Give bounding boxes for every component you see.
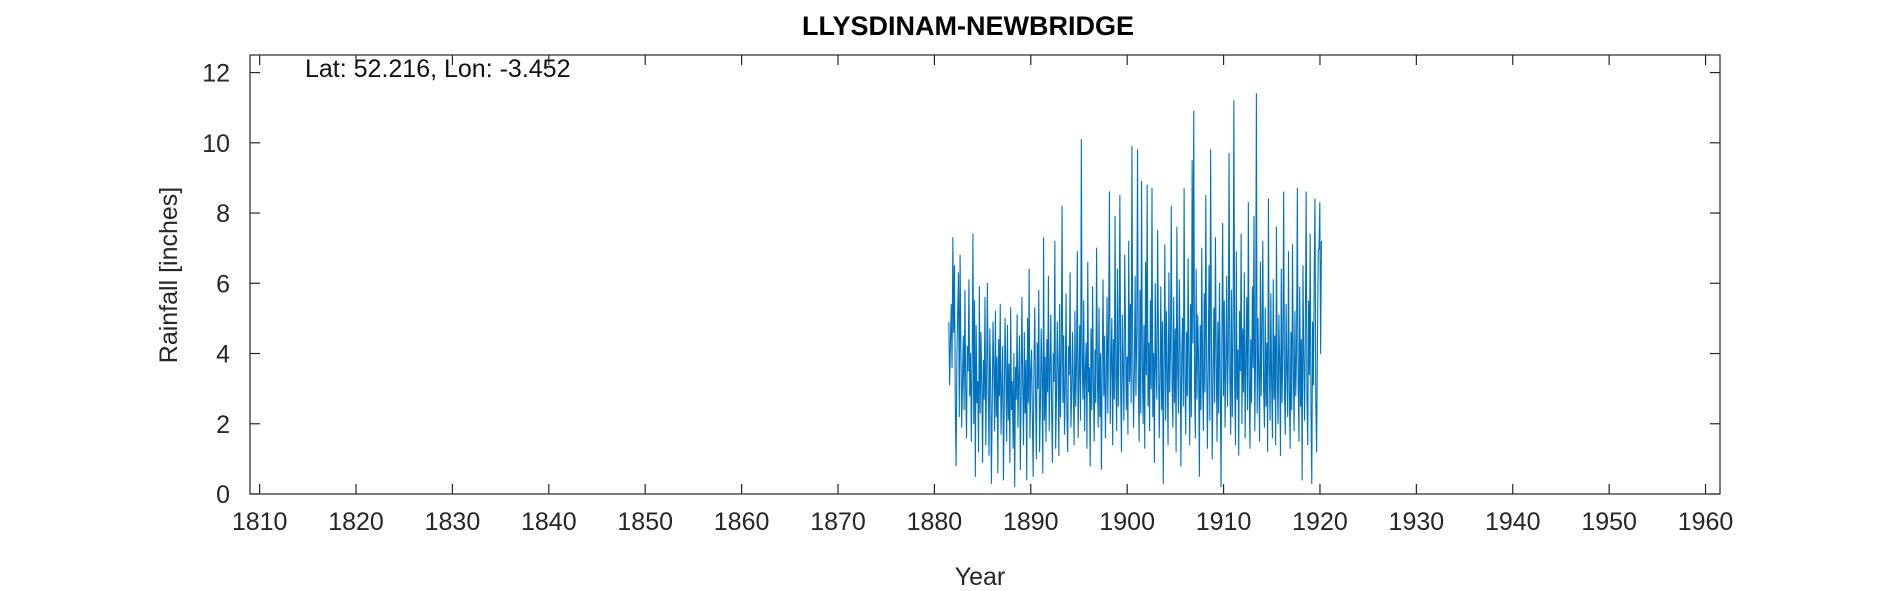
- y-tick-label: 8: [216, 200, 230, 228]
- x-tick-label: 1890: [1003, 508, 1059, 536]
- x-tick-label: 1880: [907, 508, 963, 536]
- rainfall-series-line: [948, 93, 1322, 488]
- x-tick-label: 1930: [1389, 508, 1445, 536]
- y-tick-label: 10: [202, 130, 230, 158]
- x-tick-label: 1870: [810, 508, 866, 536]
- x-tick-label: 1960: [1678, 508, 1734, 536]
- x-tick-label: 1910: [1196, 508, 1252, 536]
- lat-lon-annotation: Lat: 52.216, Lon: -3.452: [305, 55, 571, 83]
- y-tick-label: 12: [202, 60, 230, 88]
- x-tick-label: 1940: [1485, 508, 1541, 536]
- y-tick-label: 2: [216, 411, 230, 439]
- series-group: [948, 93, 1322, 488]
- x-tick-label: 1950: [1581, 508, 1637, 536]
- x-tick-label: 1850: [617, 508, 673, 536]
- y-axis-label: Rainfall [inches]: [155, 187, 183, 363]
- x-tick-label: 1900: [1099, 508, 1155, 536]
- chart-title: LLYSDINAM-NEWBRIDGE: [802, 11, 1134, 41]
- y-axis: 0 2 4 6 8 10 12: [202, 60, 1720, 509]
- x-tick-label: 1840: [521, 508, 577, 536]
- x-tick-label: 1820: [328, 508, 384, 536]
- x-tick-label: 1860: [714, 508, 770, 536]
- x-axis: 1810 1820 1830 1840 1850 1860 1870 1880 1890 1900…: [232, 55, 1734, 536]
- y-tick-label: 0: [216, 481, 230, 509]
- x-axis-label: Year: [955, 563, 1006, 591]
- x-tick-label: 1920: [1292, 508, 1348, 536]
- plot-area: [250, 55, 1720, 494]
- x-tick-label: 1830: [425, 508, 481, 536]
- x-tick-label: 1810: [232, 508, 288, 536]
- y-tick-label: 4: [216, 341, 230, 369]
- plot-box: [249, 54, 1721, 495]
- y-tick-label: 6: [216, 270, 230, 298]
